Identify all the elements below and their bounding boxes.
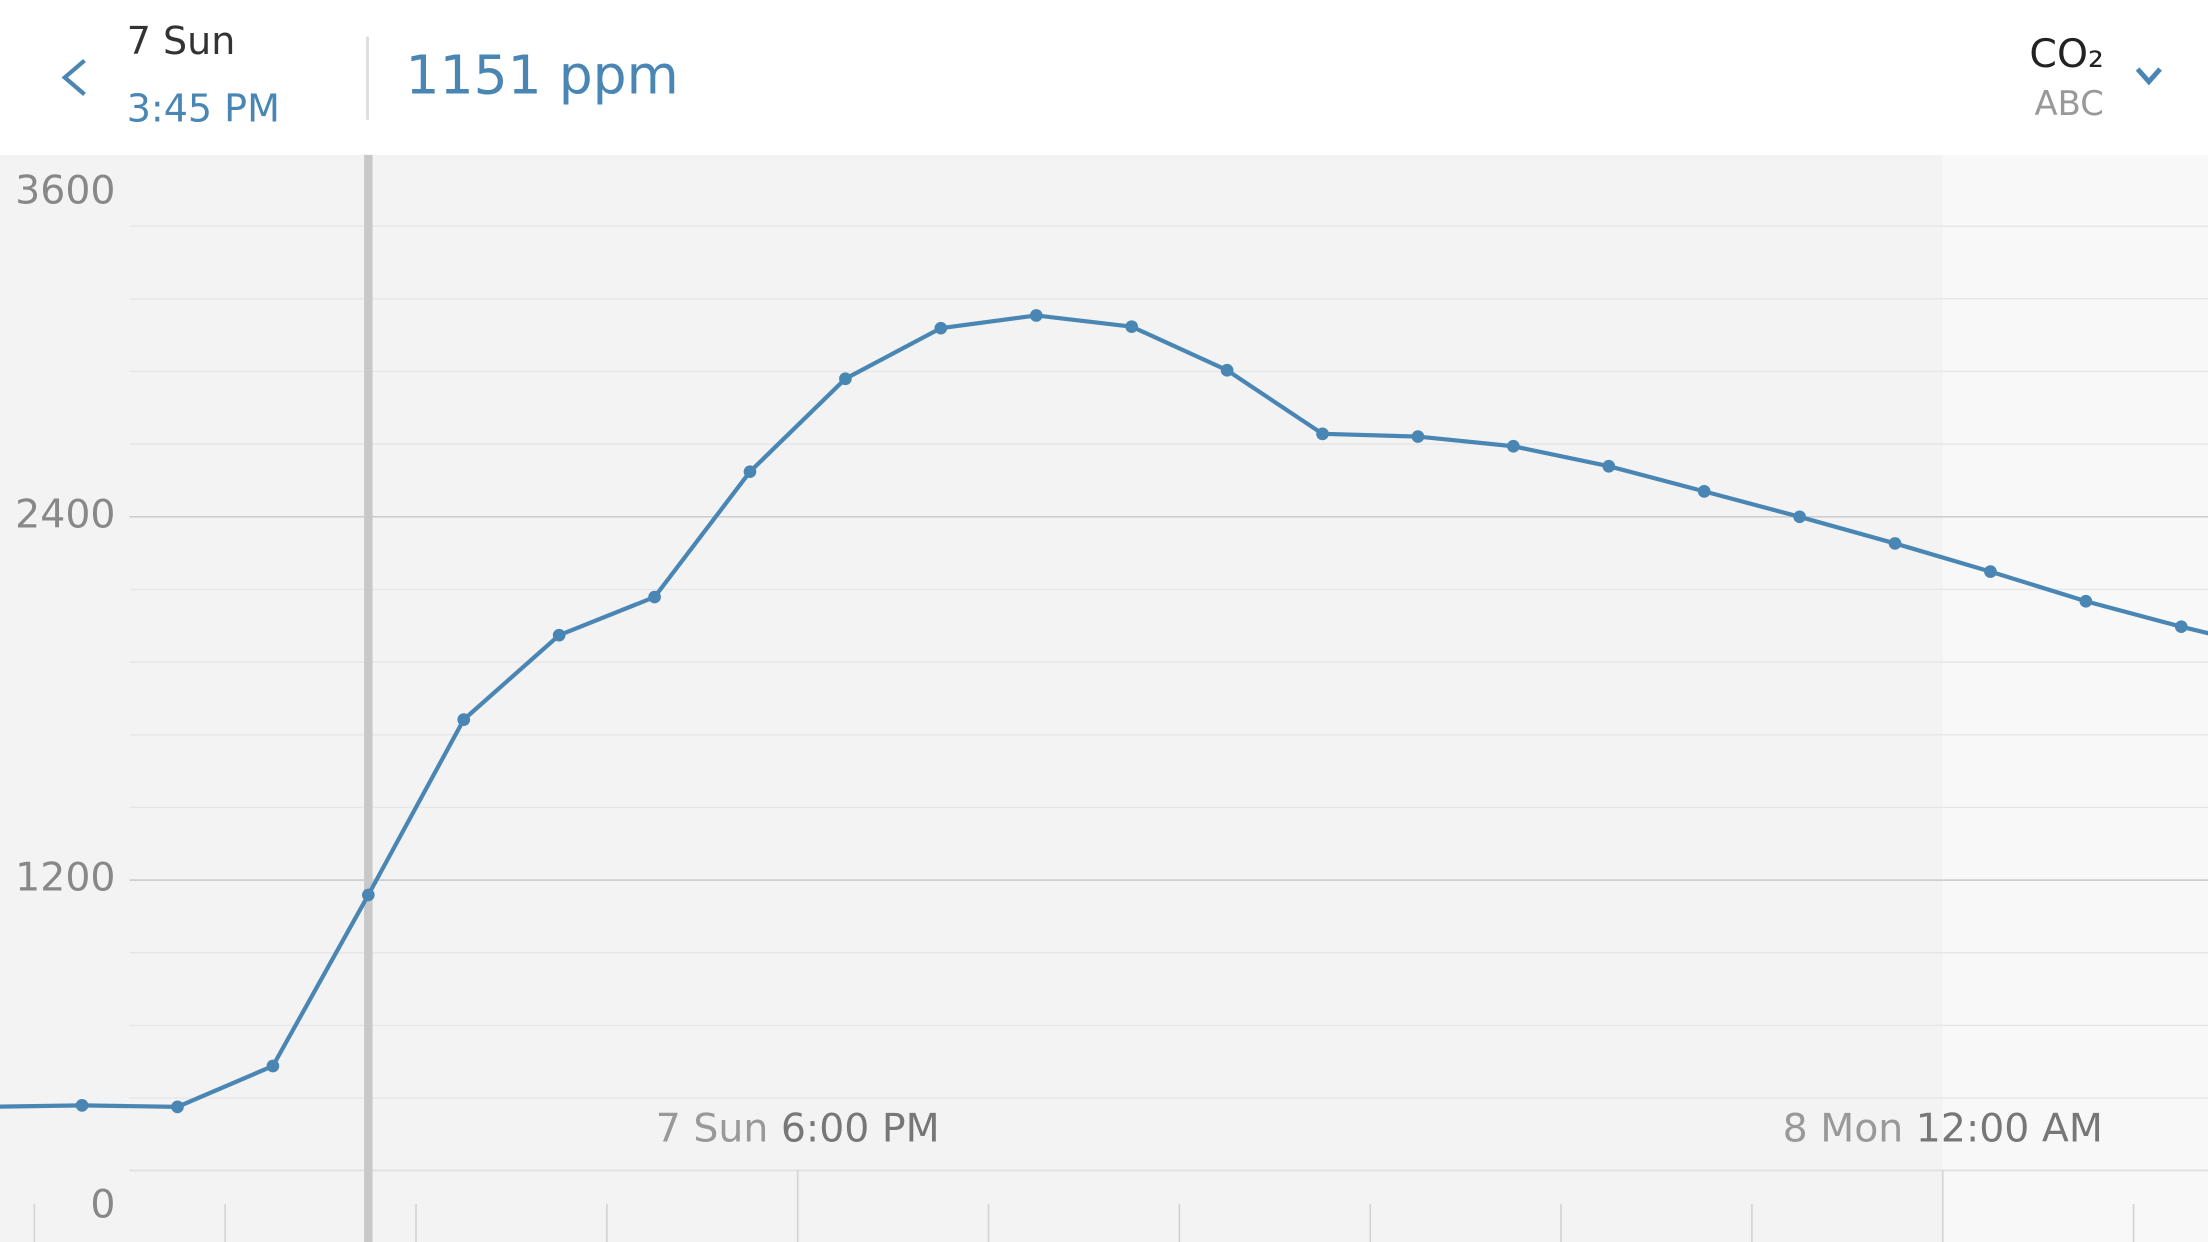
- data-point: [1984, 565, 1997, 578]
- y-tick-label: 1200: [15, 855, 115, 901]
- data-point: [2079, 594, 2093, 608]
- data-point: [1697, 485, 1711, 498]
- header-bg: [0, 0, 2208, 155]
- mode-label: ABC: [2035, 84, 2104, 123]
- data-point: [1793, 510, 1806, 524]
- x-tick-day: 8 Mon: [1783, 1105, 1904, 1151]
- data-point: [266, 1059, 280, 1073]
- x-tick-label: 8 Mon 12:00 AM: [1783, 1105, 2103, 1151]
- reading: 1151 ppm: [406, 43, 679, 106]
- day-label: 7 Sun: [127, 19, 236, 63]
- x-tick-label: 7 Sun 6:00 PM: [656, 1105, 940, 1151]
- data-point: [171, 1100, 184, 1114]
- data-point: [2174, 620, 2188, 634]
- data-point: [1602, 459, 1616, 473]
- data-point: [743, 465, 757, 479]
- x-tick-day: 7 Sun: [656, 1105, 769, 1151]
- y-tick-label: 3600: [15, 167, 115, 213]
- y-tick-label: 2400: [15, 491, 115, 537]
- plot: 0 1200 2400 3600 7 Sun 6:00 PM 8 Mon 12:00 AM: [0, 154, 2208, 1242]
- data-point: [1888, 537, 1902, 550]
- data-point: [1507, 439, 1520, 453]
- data-point: [1220, 363, 1234, 377]
- time-label: 3:45 PM: [127, 87, 280, 131]
- data-point: [457, 713, 471, 726]
- data-point: [839, 372, 852, 386]
- data-point: [1125, 320, 1139, 334]
- series: [0, 309, 2208, 1114]
- x-tick-time: 6:00 PM: [781, 1105, 940, 1151]
- data-point: [361, 888, 375, 902]
- data-point: [1316, 427, 1329, 441]
- data-point: [75, 1099, 89, 1112]
- data-point: [934, 321, 948, 335]
- data-point: [648, 590, 661, 604]
- data-point: [552, 628, 566, 642]
- dropdown-arrow[interactable]: [2135, 67, 2162, 86]
- gas-selector[interactable]: CO₂: [2029, 31, 2103, 77]
- back-button[interactable]: [61, 58, 86, 96]
- y-tick-label: 0: [90, 1181, 115, 1227]
- plot-bg-light: [1942, 154, 2208, 1242]
- data-point: [1029, 309, 1043, 322]
- x-tick-time: 12:00 AM: [1916, 1105, 2103, 1151]
- data-point: [1411, 430, 1425, 443]
- plot-bg: [0, 154, 1943, 1242]
